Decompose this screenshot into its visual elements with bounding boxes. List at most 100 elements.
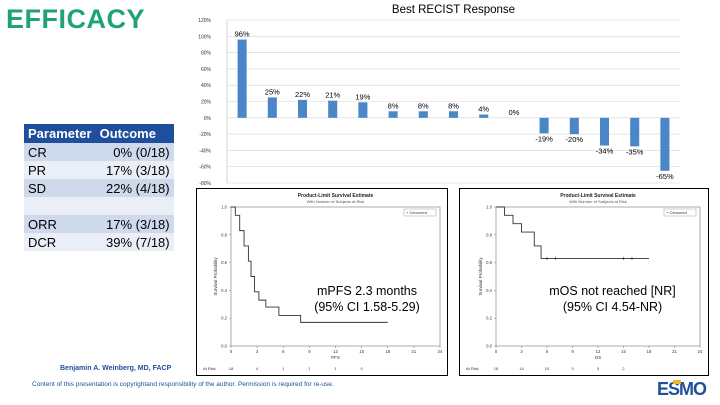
bar: [539, 117, 549, 134]
outcome-cell: [95, 197, 174, 215]
km-title: Product-Limit Survival Estimate: [298, 193, 374, 199]
x-tick-label: 12: [333, 349, 338, 354]
y-tick-label: 0.6: [486, 260, 492, 265]
param-cell: ORR: [24, 215, 96, 233]
at-risk-count: 3: [571, 366, 574, 371]
outcome-cell: 39% (7/18): [95, 233, 174, 251]
table-header-row: Parameter Outcome: [24, 124, 174, 143]
y-tick-label: 0.0: [486, 344, 492, 349]
x-tick-label: 18: [647, 349, 652, 354]
os-annotation: mOS not reached [NR] (95% CI 4.54-NR): [530, 283, 695, 315]
chart-title: Best RECIST Response: [392, 4, 515, 16]
y-tick-label: 0.2: [221, 316, 227, 321]
table-row: DCR 39% (7/18): [24, 233, 174, 251]
copyright-note: Content of this presentation is copyrigh…: [32, 381, 334, 388]
outcome-cell: 0% (0/18): [95, 143, 174, 161]
y-tick-label: 120%: [198, 18, 211, 24]
y-tick-label: -60%: [199, 165, 211, 171]
at-risk-count: 1: [308, 366, 311, 371]
km-subtitle: With Number of Subjects at Risk: [307, 199, 365, 204]
param-cell: DCR: [24, 233, 96, 251]
censor-mark: [553, 256, 558, 261]
param-cell: [24, 197, 96, 215]
at-risk-count: 0: [361, 366, 364, 371]
at-risk-count: 18: [494, 366, 499, 371]
y-tick-label: 0.8: [221, 232, 227, 237]
y-tick-label: -40%: [199, 148, 211, 154]
at-risk-count: 2: [622, 366, 625, 371]
pfs-annotation-ci: (95% CI 1.58-5.29): [314, 300, 420, 314]
bar-value-label: 19%: [355, 92, 370, 101]
km-x-axis-label: PFS: [331, 355, 340, 360]
header-outcome: Outcome: [95, 124, 174, 143]
esmo-logo-accent: [673, 380, 681, 384]
bar-value-label: 22%: [295, 90, 310, 99]
os-annotation-median: mOS not reached [NR]: [549, 284, 676, 298]
at-risk-count: 3: [597, 366, 600, 371]
y-tick-label: -20%: [199, 132, 211, 138]
esmo-logo: ESMO: [657, 379, 708, 399]
bar: [237, 39, 247, 118]
km-legend-box: [403, 208, 437, 217]
param-cell: CR: [24, 143, 96, 161]
bar-value-label: 4%: [478, 105, 489, 114]
km-y-axis-label: Survival Probability: [213, 257, 218, 296]
bar-value-label: -65%: [656, 172, 674, 181]
km-legend: + Censored: [406, 210, 427, 215]
x-tick-label: 15: [359, 349, 364, 354]
param-cell: SD: [24, 179, 96, 197]
bar: [418, 111, 428, 118]
km-x-axis-label: OS: [595, 355, 602, 360]
bar: [297, 99, 308, 118]
x-tick-label: 0: [230, 349, 233, 354]
y-tick-label: 1.0: [486, 205, 492, 210]
y-tick-label: 20%: [201, 100, 212, 106]
bar: [660, 117, 670, 171]
x-tick-label: 6: [282, 349, 285, 354]
km-subtitle: With Number of Subjects at Risk: [569, 199, 627, 204]
table-row: CR 0% (0/18): [24, 143, 174, 161]
os-km-plot: Product-Limit Survival Estimate With Numb…: [459, 188, 709, 376]
x-tick-label: 9: [571, 349, 574, 354]
y-tick-label: 40%: [201, 83, 212, 89]
y-tick-label: 0.4: [486, 288, 492, 293]
y-tick-label: 80%: [201, 51, 212, 57]
pfs-annotation-median: mPFS 2.3 months: [316, 284, 418, 298]
y-tick-label: 60%: [201, 67, 212, 73]
at-risk-count: 18: [229, 366, 234, 371]
at-risk-label: At Risk: [203, 366, 216, 371]
km-legend-box: [663, 208, 697, 217]
bar-value-label: 0%: [508, 108, 519, 117]
x-tick-label: 3: [256, 349, 259, 354]
at-risk-count: 4: [256, 366, 259, 371]
author-credit: Benjamin A. Weinberg, MD, FACP: [60, 365, 172, 372]
pfs-annotation: mPFS 2.3 months (95% CI 1.58-5.29): [292, 283, 442, 315]
outcome-cell: 17% (3/18): [95, 161, 174, 179]
censor-mark: [630, 256, 634, 261]
outcome-cell: 22% (4/18): [95, 179, 174, 197]
bar-value-label: 8%: [418, 101, 429, 110]
censor-mark: [545, 256, 549, 261]
bar: [479, 114, 489, 118]
pfs-km-plot: Product-Limit Survival Estimate With Numb…: [196, 188, 448, 376]
km-curve: [231, 206, 388, 323]
km-plot-area: [495, 206, 701, 347]
x-tick-label: 24: [698, 349, 703, 354]
y-tick-label: 1.0: [221, 205, 227, 210]
at-risk-count: 1: [282, 366, 285, 371]
bar-value-label: -34%: [596, 147, 614, 156]
param-cell: PR: [24, 161, 96, 179]
esmo-logo-wordmark: ESMO: [657, 379, 707, 399]
table-row: SD 22% (4/18): [24, 179, 174, 197]
bar: [358, 102, 368, 118]
bar-value-label: 96%: [235, 30, 250, 39]
x-tick-label: 0: [495, 349, 498, 354]
bar-value-label: 8%: [448, 101, 459, 110]
bar: [599, 117, 610, 146]
x-tick-label: 3: [520, 349, 523, 354]
y-tick-label: 0.4: [221, 288, 227, 293]
bar-value-label: 8%: [388, 101, 399, 110]
x-tick-label: 24: [438, 349, 443, 354]
